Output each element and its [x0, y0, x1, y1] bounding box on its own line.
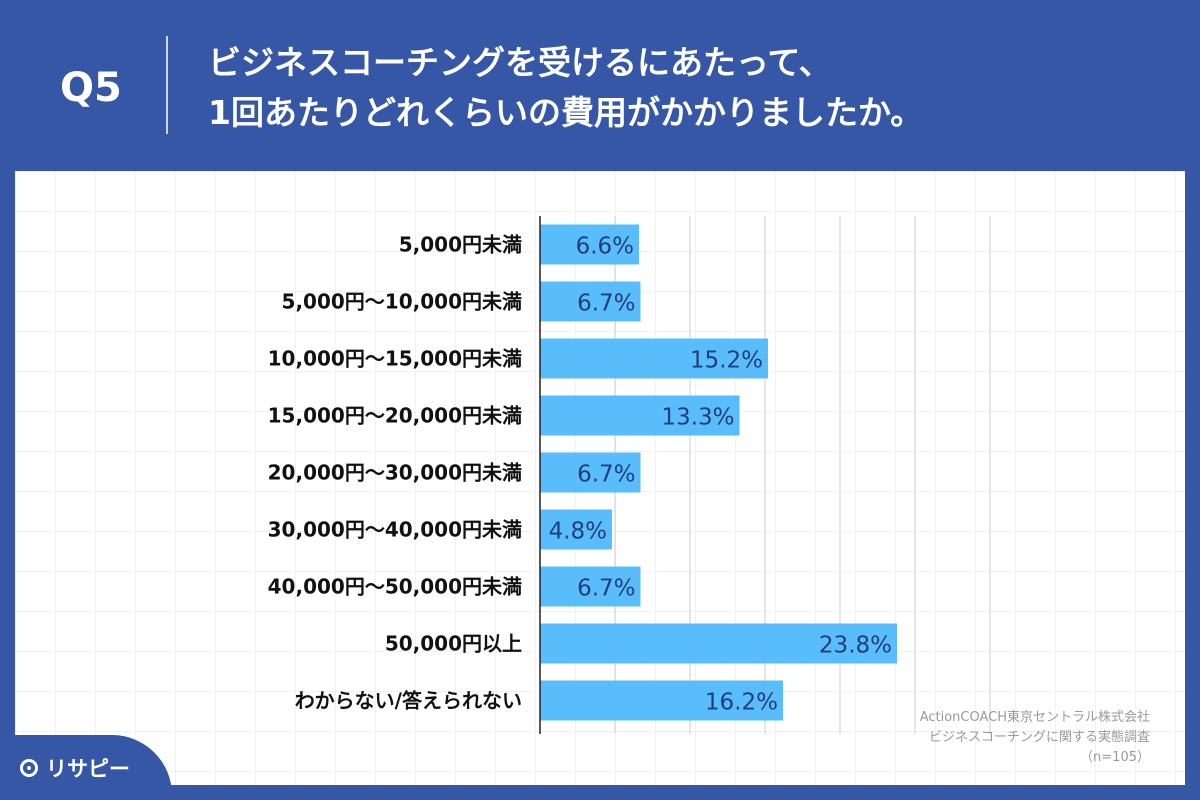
- category-label: 10,000円～15,000円未満: [268, 347, 522, 371]
- category-label: 30,000円～40,000円未満: [268, 518, 522, 542]
- brand-logo: リサピー: [0, 735, 172, 800]
- bar: [540, 395, 740, 436]
- data-label: 6.7%: [577, 291, 635, 317]
- category-label: 20,000円～30,000円未満: [268, 461, 522, 485]
- category-label: 15,000円～20,000円未満: [268, 404, 522, 428]
- category-label: わからない/答えられない: [295, 689, 522, 713]
- data-label: 13.3%: [661, 405, 734, 431]
- question-title: ビジネスコーチングを受けるにあたって、 1回あたりどれくらいの費用がかかりました…: [208, 38, 923, 138]
- bar: [540, 224, 639, 265]
- credit-line2: ビジネスコーチングに関する実態調査: [928, 730, 1150, 745]
- brand-name: リサピー: [46, 756, 130, 781]
- survey-credit: ActionCOACH東京セントラル株式会社 ビジネスコーチングに関する実態調査…: [920, 708, 1150, 768]
- data-label: 4.8%: [549, 519, 607, 545]
- question-number: Q5: [60, 65, 122, 111]
- question-title-line2: 1回あたりどれくらいの費用がかかりましたか。: [208, 93, 924, 132]
- header-divider: [166, 36, 168, 134]
- bar: [540, 680, 783, 721]
- bar: [540, 623, 897, 664]
- bar: [540, 566, 641, 607]
- credit-line3: （n=105）: [1080, 750, 1150, 765]
- map-pin-icon: [20, 758, 38, 777]
- category-label: 5,000円未満: [399, 233, 522, 257]
- bar: [540, 452, 641, 493]
- header: Q5 ビジネスコーチングを受けるにあたって、 1回あたりどれくらいの費用がかかり…: [0, 0, 1200, 170]
- credit-line1: ActionCOACH東京セントラル株式会社: [919, 710, 1150, 725]
- bar: [540, 338, 768, 379]
- bar: [540, 509, 612, 550]
- category-label: 40,000円～50,000円未満: [268, 575, 522, 599]
- data-label: 6.7%: [577, 576, 635, 602]
- chart-panel: 5,000円未満 6.6% 5,000円～10,000円未満 6.7% 10,000円～…: [15, 171, 1185, 785]
- data-label: 6.7%: [577, 462, 635, 488]
- category-label: 50,000円以上: [385, 632, 522, 656]
- data-label: 15.2%: [690, 348, 763, 374]
- bar-chart: 5,000円未満 6.6% 5,000円～10,000円未満 6.7% 10,000円～…: [268, 216, 991, 734]
- category-label: 5,000円～10,000円未満: [282, 290, 522, 314]
- data-label: 16.2%: [705, 690, 778, 716]
- data-label: 6.6%: [576, 234, 634, 260]
- data-label: 23.8%: [819, 633, 892, 659]
- question-title-line1: ビジネスコーチングを受けるにあたって、: [208, 43, 832, 82]
- bar: [540, 281, 641, 322]
